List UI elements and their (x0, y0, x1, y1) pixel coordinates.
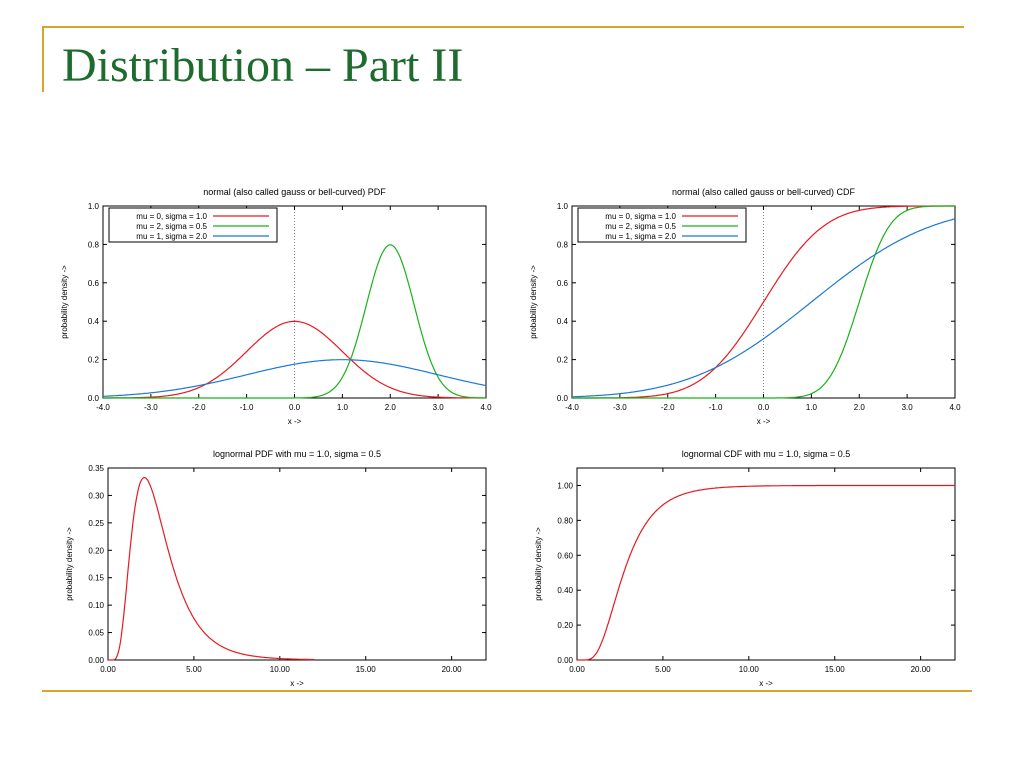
x-tick-label: 5.00 (186, 665, 202, 674)
plot-frame (107, 467, 487, 661)
y-tick-label: 0.4 (88, 317, 100, 326)
y-axis-label: probability density -> (534, 527, 543, 601)
y-tick-label: 0.20 (557, 621, 573, 630)
y-tick-label: 0.05 (88, 629, 104, 638)
y-tick-label: 1.0 (88, 202, 100, 211)
x-tick-label: -4.0 (96, 403, 110, 412)
plot-frame (576, 467, 956, 661)
x-tick-label: 1.0 (806, 403, 818, 412)
y-tick-label: 0.15 (88, 574, 104, 583)
series-line-1 (108, 476, 315, 661)
y-tick-label: 0.2 (557, 356, 569, 365)
y-tick-label: 0.60 (557, 551, 573, 560)
y-tick-label: 0.80 (557, 516, 573, 525)
x-tick-label: 5.00 (655, 665, 671, 674)
y-tick-label: 0.00 (88, 656, 104, 665)
y-tick-label: 0.8 (557, 240, 569, 249)
chart-lognormal-pdf: lognormal PDF with mu = 1.0, sigma = 0.5… (65, 449, 487, 688)
legend-label: mu = 1, sigma = 2.0 (605, 232, 676, 241)
x-tick-label: 0.00 (569, 665, 585, 674)
x-axis-label: x -> (759, 679, 773, 688)
chart-title: normal (also called gauss or bell-curved… (672, 187, 856, 197)
x-tick-label: -3.0 (613, 403, 627, 412)
header-top-rule (42, 26, 964, 28)
y-tick-label: 0.35 (88, 464, 104, 473)
y-tick-label: 0.10 (88, 601, 104, 610)
x-tick-label: 4.0 (480, 403, 492, 412)
y-tick-label: 0.2 (88, 356, 100, 365)
y-tick-label: 0.8 (88, 240, 100, 249)
y-tick-label: 0.25 (88, 519, 104, 528)
slide-title: Distribution – Part II (62, 39, 464, 92)
y-tick-label: 1.0 (557, 202, 569, 211)
y-tick-label: 0.4 (557, 317, 569, 326)
x-tick-label: 15.00 (356, 665, 377, 674)
x-tick-label: 20.00 (442, 665, 463, 674)
y-tick-label: 0.00 (557, 656, 573, 665)
chart-normal-pdf: normal (also called gauss or bell-curved… (60, 187, 492, 426)
x-tick-label: 2.0 (385, 403, 397, 412)
y-tick-label: 0.20 (88, 546, 104, 555)
footer-rule (42, 690, 972, 692)
x-tick-label: -2.0 (661, 403, 675, 412)
x-tick-label: 1.0 (337, 403, 349, 412)
chart-title: lognormal PDF with mu = 1.0, sigma = 0.5 (213, 449, 381, 459)
x-axis-label: x -> (290, 679, 304, 688)
legend-label: mu = 0, sigma = 1.0 (605, 212, 676, 221)
x-tick-label: 10.00 (270, 665, 291, 674)
legend-label: mu = 2, sigma = 0.5 (136, 222, 207, 231)
y-axis-label: probability density -> (65, 527, 74, 601)
x-tick-label: -1.0 (240, 403, 254, 412)
y-tick-label: 0.6 (88, 279, 100, 288)
legend-label: mu = 0, sigma = 1.0 (136, 212, 207, 221)
header-side-rule (42, 26, 44, 92)
chart-title: normal (also called gauss or bell-curved… (203, 187, 386, 197)
x-tick-label: 3.0 (433, 403, 445, 412)
chart-lognormal-cdf: lognormal CDF with mu = 1.0, sigma = 0.5… (534, 449, 956, 688)
series-line-2 (103, 244, 486, 399)
x-tick-label: 3.0 (902, 403, 914, 412)
x-tick-label: 0.00 (100, 665, 116, 674)
series-line-3 (572, 218, 956, 398)
y-tick-label: 0.0 (557, 394, 569, 403)
y-tick-label: 1.00 (557, 481, 573, 490)
chart-normal-cdf: normal (also called gauss or bell-curved… (529, 187, 961, 426)
y-tick-label: 0.40 (557, 586, 573, 595)
y-tick-label: 0.6 (557, 279, 569, 288)
x-tick-label: 10.00 (739, 665, 760, 674)
x-tick-label: -1.0 (709, 403, 723, 412)
x-tick-label: 2.0 (854, 403, 866, 412)
series-line-1 (577, 484, 955, 661)
legend-label: mu = 1, sigma = 2.0 (136, 232, 207, 241)
legend-label: mu = 2, sigma = 0.5 (605, 222, 676, 231)
x-axis-label: x -> (757, 417, 771, 426)
x-tick-label: 20.00 (911, 665, 932, 674)
x-tick-label: 15.00 (825, 665, 846, 674)
series-line-3 (103, 359, 487, 397)
series-line-1 (103, 320, 486, 399)
y-tick-label: 0.0 (88, 394, 100, 403)
x-tick-label: -4.0 (565, 403, 579, 412)
x-axis-label: x -> (288, 417, 302, 426)
x-tick-label: -3.0 (144, 403, 158, 412)
x-tick-label: -2.0 (192, 403, 206, 412)
y-axis-label: probability density -> (60, 265, 69, 339)
series-line-1 (572, 205, 955, 399)
x-tick-label: 0.0 (758, 403, 770, 412)
x-tick-label: 4.0 (949, 403, 961, 412)
chart-title: lognormal CDF with mu = 1.0, sigma = 0.5 (682, 449, 851, 459)
series-line-2 (572, 205, 955, 399)
y-tick-label: 0.30 (88, 491, 104, 500)
x-tick-label: 0.0 (289, 403, 301, 412)
y-axis-label: probability density -> (529, 265, 538, 339)
